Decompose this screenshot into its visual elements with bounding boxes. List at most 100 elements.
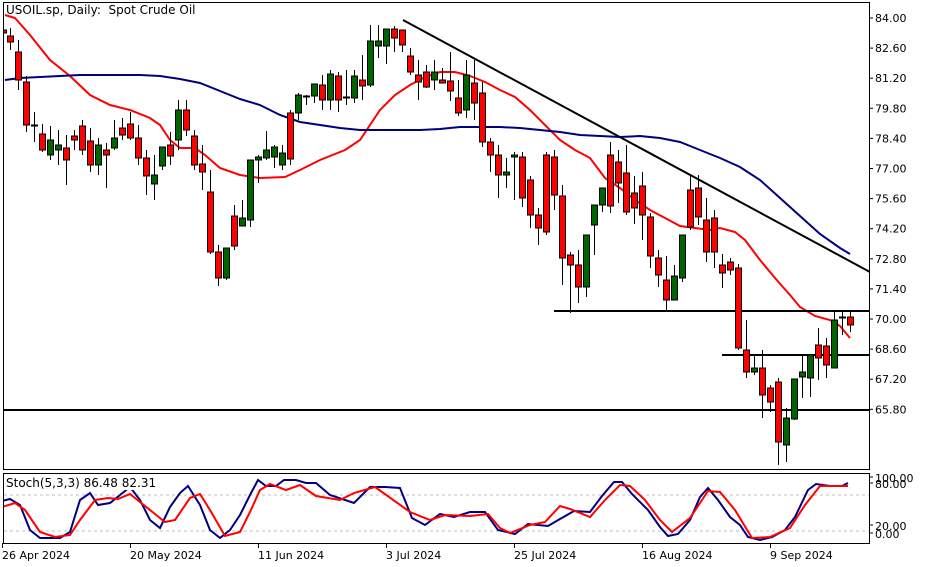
candle <box>423 65 430 88</box>
candle <box>783 408 790 462</box>
candle <box>199 145 206 190</box>
candle <box>815 328 822 380</box>
candle <box>671 265 678 301</box>
candle <box>719 254 726 288</box>
candle <box>623 145 630 215</box>
price-tick-label: 78.40 <box>875 132 907 145</box>
candle <box>319 75 326 110</box>
candle <box>615 150 622 203</box>
candle <box>191 130 198 170</box>
candle <box>71 130 78 150</box>
candle <box>767 385 774 412</box>
price-tick-label: 81.20 <box>875 72 907 85</box>
candle <box>487 138 494 172</box>
candle <box>511 152 518 200</box>
candle <box>7 28 14 50</box>
price-tick-label: 75.60 <box>875 193 907 206</box>
stoch-panel-frame <box>3 473 870 544</box>
chart-title: USOIL.sp, Daily: Spot Crude Oil <box>6 3 196 17</box>
candle <box>231 205 238 250</box>
candle <box>111 120 118 150</box>
candle <box>183 100 190 136</box>
candle <box>247 159 254 227</box>
candle <box>95 138 102 175</box>
candle <box>303 95 310 105</box>
candle <box>631 176 638 224</box>
candle <box>367 25 374 87</box>
price-tick-label: 79.80 <box>875 102 907 115</box>
candle <box>31 112 38 142</box>
candle <box>79 120 86 155</box>
candle <box>495 145 502 198</box>
stoch-main-line <box>4 478 849 542</box>
price-axis: 84.00 82.60 81.20 79.80 78.40 77.00 75.60 74.20… <box>869 12 907 416</box>
ma-fast-red <box>4 14 851 339</box>
candle <box>655 250 662 287</box>
candle <box>135 125 142 165</box>
candle <box>559 185 566 285</box>
candle <box>343 70 350 105</box>
candle <box>207 170 214 254</box>
time-tick-label: 20 May 2024 <box>130 549 202 562</box>
time-tick-label: 11 Jun 2024 <box>258 549 324 562</box>
candle <box>415 60 422 100</box>
candle <box>63 135 70 185</box>
stochastic-title: Stoch(5,3,3) 86.48 82.31 <box>6 476 157 490</box>
candle <box>775 378 782 465</box>
price-tick-label: 77.00 <box>875 163 907 176</box>
candle <box>39 124 46 152</box>
time-tick-label: 25 Jul 2024 <box>514 549 576 562</box>
candle <box>359 55 366 100</box>
candle <box>167 132 174 165</box>
time-tick-label: 16 Aug 2024 <box>642 549 712 562</box>
candle <box>807 354 814 397</box>
candle <box>439 68 446 84</box>
candle <box>151 155 158 200</box>
candle <box>567 252 574 313</box>
candle <box>287 110 294 165</box>
candle <box>55 130 62 165</box>
candle <box>4 29 7 34</box>
candle <box>143 150 150 195</box>
candle <box>239 200 246 227</box>
stoch-tick-label: 100.00 <box>875 472 914 485</box>
candle <box>23 76 30 132</box>
candle <box>447 52 454 101</box>
candle <box>831 310 838 369</box>
candle <box>159 146 166 170</box>
candle <box>743 320 750 378</box>
candle <box>711 210 718 268</box>
candle <box>527 176 534 228</box>
candle <box>383 28 390 64</box>
main-chart-frame <box>3 2 870 470</box>
candle <box>271 145 278 168</box>
price-tick-label: 72.80 <box>875 253 907 266</box>
candle <box>119 118 126 140</box>
candle <box>431 60 438 90</box>
trendline[interactable] <box>402 19 870 273</box>
price-tick-label: 68.60 <box>875 343 907 356</box>
candle <box>679 234 686 282</box>
price-plot <box>4 14 870 465</box>
candle <box>583 234 590 297</box>
candle <box>223 247 230 280</box>
candle <box>687 175 694 230</box>
candle <box>575 250 582 303</box>
price-tick-label: 71.40 <box>875 283 907 296</box>
price-tick-label: 84.00 <box>875 12 907 25</box>
candle <box>375 25 382 58</box>
candle <box>215 245 222 286</box>
ma-slow-navy <box>4 74 851 255</box>
candle <box>255 155 262 183</box>
candle <box>759 350 766 418</box>
stoch-tick-label: 80.00 <box>875 478 907 491</box>
candle <box>607 142 614 213</box>
time-tick-label: 26 Apr 2024 <box>2 549 70 562</box>
candle <box>591 204 598 255</box>
candle <box>175 100 182 150</box>
candle <box>751 355 758 375</box>
price-tick-label: 82.60 <box>875 42 907 55</box>
candle <box>535 208 542 245</box>
candle <box>503 158 510 188</box>
